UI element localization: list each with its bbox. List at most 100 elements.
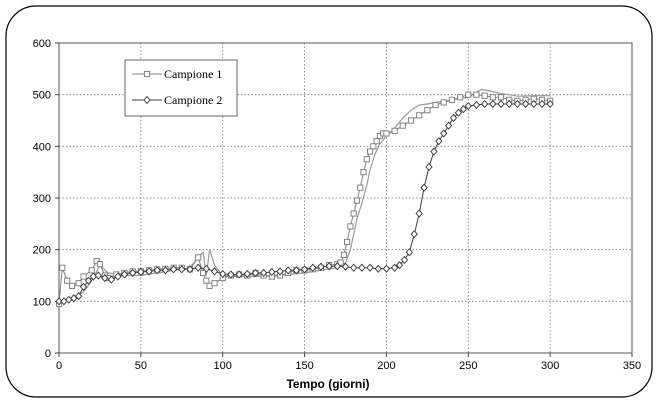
data-point-square [80,273,87,280]
data-point-square [350,210,357,217]
x-tick-label: 50 [135,360,147,372]
data-point-diamond [284,266,292,275]
data-point-square [473,91,480,98]
y-tick-label: 400 [33,141,51,153]
data-point-diamond [169,265,178,274]
data-point-diamond [79,282,88,291]
data-point-diamond [530,99,538,109]
y-tick-label: 0 [45,348,51,360]
data-point-diamond [410,230,418,239]
legend-entry-2: Campione 2 [132,93,222,107]
data-point-diamond [459,105,467,114]
data-point-square [203,277,210,284]
y-tick-label: 100 [33,296,51,308]
data-point-square [59,264,66,271]
data-point-square [195,254,202,261]
data-point-diamond [309,263,317,272]
data-point-diamond [129,268,137,277]
data-point-square [363,156,370,163]
data-point-diamond [382,264,391,273]
data-point-square [416,112,423,119]
data-point-diamond [374,264,382,273]
data-point-diamond [358,263,366,272]
series-2 [55,99,554,306]
data-point-diamond [472,100,481,110]
data-point-square [206,282,213,289]
data-point-diamond [400,255,409,265]
x-axis-label: Tempo (giorni) [286,377,369,391]
x-tick-label: 350 [623,360,641,372]
data-point-diamond [120,270,129,279]
legend-box [124,59,238,117]
data-point-diamond [454,108,463,117]
data-point-diamond [107,275,115,284]
data-point-diamond [513,99,522,109]
data-point-diamond [268,267,276,276]
data-point-diamond [75,292,83,301]
data-point-diamond [219,269,227,279]
data-point-diamond [143,95,151,105]
data-point-diamond [178,265,186,274]
data-point-diamond [260,268,268,277]
data-point-square [200,269,207,276]
data-point-diamond [464,101,472,111]
x-tick-label: 150 [295,360,313,372]
data-point-diamond [425,162,433,172]
data-point-square [370,143,377,150]
data-point-square [399,122,406,129]
legend: Campione 1 Campione 2 [124,59,238,117]
data-point-diamond [405,248,413,257]
data-point-square [497,94,505,101]
data-point-square [407,117,415,124]
data-point-diamond [440,129,448,138]
data-point-diamond [145,267,153,276]
data-point-diamond [210,267,219,276]
data-point-square [337,259,344,266]
data-point-diamond [325,262,333,271]
series-line [58,94,551,304]
legend-label: Campione 1 [164,67,222,81]
data-point-diamond [114,272,122,281]
data-point-square [465,91,472,98]
data-point-diamond [101,274,109,283]
x-axis-ticks: 0 50 100 150 200 250 300 350 [56,353,641,372]
data-point-square [93,257,100,265]
data-point-diamond [521,99,530,109]
data-point-diamond [435,137,443,146]
data-point-diamond [251,268,260,277]
data-point-square [143,70,151,78]
data-point-square [344,238,351,245]
data-point-diamond [202,264,210,273]
legend-label: Campione 2 [164,93,222,107]
data-point-diamond [227,270,235,279]
data-point-square [457,94,464,101]
data-point-diamond [391,263,399,272]
data-point-diamond [137,267,145,276]
data-point-diamond [489,99,497,109]
data-point-diamond [366,263,374,272]
data-point-diamond [546,99,554,109]
data-point-square [367,148,374,155]
x-tick-label: 200 [377,360,395,372]
data-point-diamond [420,183,428,192]
data-point-square [481,92,488,99]
legend-entry-1: Campione 1 [132,67,222,81]
data-point-diamond [194,263,202,272]
data-point-diamond [300,265,309,274]
data-point-diamond [70,294,78,303]
data-point-square [424,107,431,114]
data-point-diamond [317,262,325,271]
data-point-diamond [538,99,546,109]
data-point-square [340,251,347,258]
data-point-diamond [415,209,423,218]
data-point-square [96,261,103,268]
data-point-square [391,127,398,134]
data-point-diamond [292,266,300,275]
series-layer [55,88,554,307]
series-1 [55,91,554,307]
data-point-square [211,280,218,287]
data-point-diamond [341,262,350,271]
data-point-diamond [161,266,170,275]
y-tick-label: 300 [33,193,51,205]
